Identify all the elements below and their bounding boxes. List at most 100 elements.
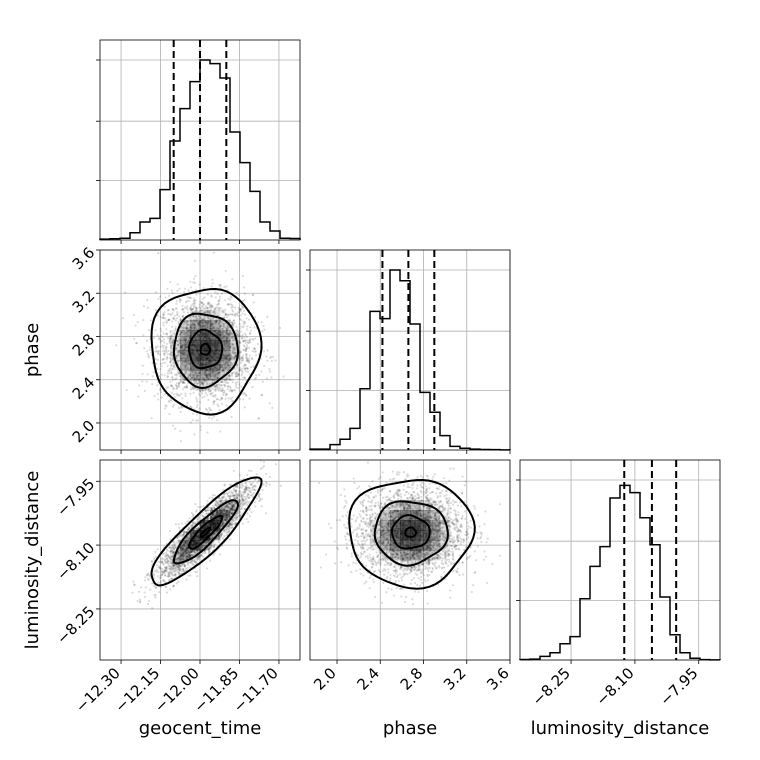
sample-point <box>167 386 170 389</box>
sample-point <box>207 309 210 312</box>
sample-point <box>196 318 199 321</box>
sample-point <box>154 345 158 349</box>
sample-point <box>233 494 237 497</box>
sample-point <box>268 475 271 479</box>
sample-point <box>244 370 247 373</box>
sample-point <box>231 399 234 402</box>
sample-point <box>243 322 247 325</box>
sample-point <box>238 369 241 372</box>
sample-point <box>230 335 234 338</box>
sample-point <box>244 349 247 352</box>
sample-point <box>156 575 159 578</box>
sample-point <box>221 381 224 384</box>
density-cell <box>220 360 231 371</box>
sample-point <box>158 350 161 353</box>
sample-point <box>170 399 173 402</box>
sample-point <box>209 325 212 328</box>
sample-point <box>215 375 219 378</box>
density-cell <box>190 370 201 381</box>
sample-point <box>229 357 233 360</box>
sample-point <box>208 406 211 410</box>
sample-point <box>165 342 168 345</box>
sample-point <box>232 351 235 354</box>
sample-point <box>230 343 234 346</box>
sample-point <box>221 369 225 372</box>
sample-point <box>243 376 246 380</box>
sample-point <box>177 320 180 323</box>
sample-point <box>147 354 150 358</box>
sample-point <box>178 375 182 378</box>
sample-point <box>162 332 165 335</box>
sample-point <box>214 370 217 373</box>
sample-point <box>156 392 159 395</box>
sample-point <box>234 314 237 317</box>
sample-point <box>229 333 232 336</box>
sample-point <box>174 328 177 331</box>
sample-point <box>254 505 257 508</box>
sample-point <box>179 344 182 347</box>
sample-point <box>196 403 199 406</box>
sample-point <box>184 364 187 367</box>
sample-point <box>203 320 207 323</box>
sample-point <box>183 346 187 349</box>
sample-point <box>239 398 242 401</box>
sample-point <box>269 355 273 359</box>
sample-point <box>233 345 236 349</box>
sample-point <box>225 377 229 380</box>
sample-point <box>197 382 200 385</box>
sample-point <box>142 334 145 337</box>
sample-point <box>233 338 236 341</box>
sample-point <box>210 285 213 288</box>
sample-point <box>189 286 193 289</box>
sample-point <box>189 297 193 300</box>
sample-point <box>214 291 217 294</box>
sample-point <box>245 317 248 320</box>
sample-point <box>202 370 205 374</box>
sample-point <box>222 343 226 346</box>
sample-point <box>223 389 226 392</box>
sample-point <box>225 338 228 341</box>
sample-point <box>251 357 254 361</box>
sample-point <box>182 326 185 329</box>
sample-point <box>223 349 226 352</box>
sample-point <box>242 306 245 309</box>
sample-point <box>216 403 219 406</box>
sample-point <box>239 350 243 354</box>
sample-point <box>189 315 192 319</box>
sample-point <box>263 328 266 331</box>
sample-point <box>202 379 205 383</box>
sample-point <box>203 307 206 310</box>
sample-point <box>234 356 237 359</box>
sample-point <box>223 356 227 359</box>
sample-point <box>198 401 202 404</box>
sample-point <box>247 341 250 344</box>
sample-point <box>183 320 186 323</box>
sample-point <box>208 304 211 307</box>
sample-point <box>266 349 269 352</box>
sample-point <box>156 334 159 337</box>
sample-point <box>193 259 197 263</box>
sample-point <box>226 492 229 495</box>
sample-point <box>166 332 169 335</box>
sample-point <box>190 327 193 330</box>
sample-point <box>137 395 140 398</box>
sample-point <box>209 306 212 309</box>
sample-point <box>201 554 204 558</box>
density-cell <box>180 330 191 341</box>
sample-point <box>197 324 200 327</box>
sample-point <box>186 330 189 333</box>
sample-point <box>231 313 234 316</box>
sample-point <box>159 339 162 342</box>
sample-point <box>224 269 227 272</box>
sample-point <box>168 401 171 404</box>
sample-point <box>184 386 187 389</box>
sample-point <box>225 340 229 343</box>
sample-point <box>205 376 208 379</box>
sample-point <box>235 312 238 315</box>
sample-point <box>221 332 225 335</box>
sample-point <box>229 364 232 367</box>
sample-point <box>171 378 174 382</box>
sample-point <box>306 453 308 455</box>
sample-point <box>222 368 225 371</box>
